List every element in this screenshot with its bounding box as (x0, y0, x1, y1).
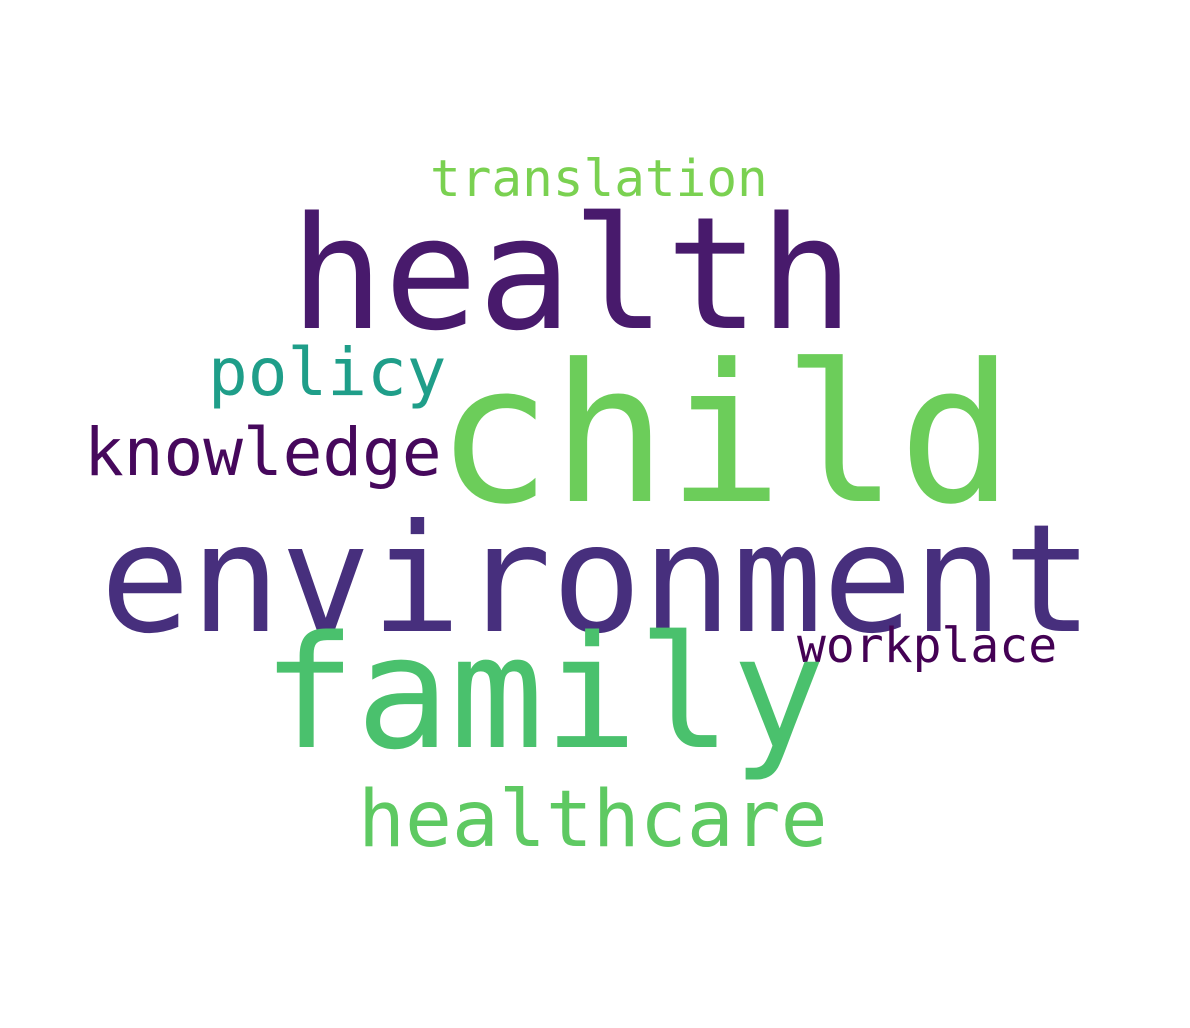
word-workplace: workplace (797, 618, 1058, 674)
word-health: health (290, 183, 854, 365)
word-family: family (262, 602, 826, 784)
word-knowledge: knowledge (84, 414, 442, 491)
word-child: child (436, 324, 1014, 547)
word-translation: translation (430, 150, 768, 209)
word-environment: environment (100, 493, 1094, 667)
word-policy: policy (208, 334, 447, 411)
word-healthcare: healthcare (358, 775, 828, 865)
